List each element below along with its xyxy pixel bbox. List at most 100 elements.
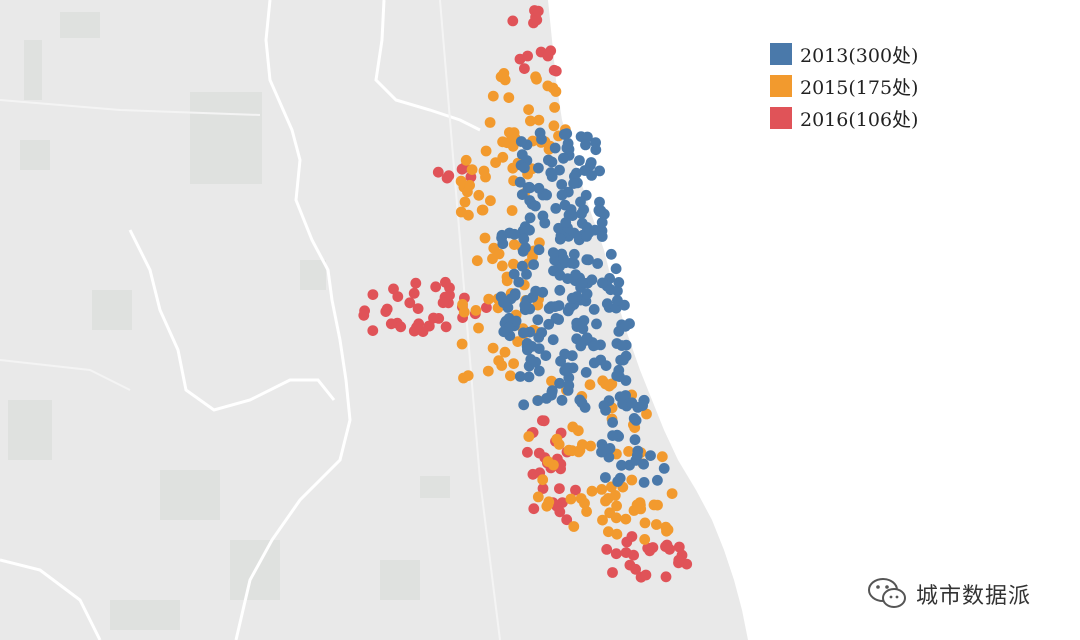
point-2016 bbox=[437, 297, 449, 309]
point-2016 bbox=[367, 325, 379, 336]
point-2015 bbox=[508, 258, 519, 270]
point-2013 bbox=[517, 245, 529, 257]
point-2013 bbox=[596, 446, 607, 458]
point-2013 bbox=[509, 228, 520, 240]
point-2013 bbox=[592, 258, 603, 269]
point-2013 bbox=[652, 474, 663, 486]
point-2013 bbox=[568, 248, 580, 260]
point-2013 bbox=[637, 400, 648, 411]
point-2015 bbox=[456, 338, 468, 350]
point-2013 bbox=[645, 450, 656, 461]
point-2013 bbox=[575, 196, 586, 208]
point-2013 bbox=[601, 298, 613, 310]
point-2013 bbox=[555, 355, 566, 367]
point-2016 bbox=[441, 172, 453, 184]
point-2015 bbox=[508, 358, 519, 369]
point-2015 bbox=[503, 92, 515, 103]
legend-swatch-2016 bbox=[770, 107, 792, 129]
point-2013 bbox=[524, 212, 536, 224]
point-2013 bbox=[550, 203, 562, 214]
point-2013 bbox=[533, 162, 544, 174]
point-2013 bbox=[519, 299, 531, 311]
point-2013 bbox=[537, 286, 549, 298]
point-2016 bbox=[570, 484, 581, 496]
point-2013 bbox=[566, 292, 578, 304]
point-2015 bbox=[574, 444, 586, 456]
point-2013 bbox=[530, 356, 542, 368]
point-2016 bbox=[542, 50, 554, 62]
point-2015 bbox=[496, 360, 508, 371]
point-2013 bbox=[536, 327, 548, 338]
point-2016 bbox=[528, 503, 540, 515]
point-2013 bbox=[523, 181, 535, 193]
point-2015 bbox=[501, 137, 513, 149]
legend-swatch-2013 bbox=[770, 43, 792, 65]
point-2015 bbox=[504, 127, 515, 138]
point-2015 bbox=[471, 255, 483, 267]
point-2015 bbox=[498, 68, 510, 79]
point-2016 bbox=[538, 415, 550, 427]
point-2013 bbox=[553, 300, 565, 311]
point-2015 bbox=[603, 526, 614, 538]
point-2015 bbox=[548, 459, 559, 471]
point-2015 bbox=[506, 205, 518, 216]
point-2015 bbox=[512, 336, 524, 347]
point-2015 bbox=[479, 232, 491, 244]
point-2013 bbox=[547, 334, 559, 346]
point-2013 bbox=[523, 371, 535, 383]
point-2015 bbox=[635, 503, 647, 515]
point-2015 bbox=[462, 370, 474, 381]
point-2016 bbox=[507, 15, 519, 27]
point-2013 bbox=[600, 360, 612, 371]
legend-item-2015: 2015(175处) bbox=[770, 70, 960, 102]
point-2013 bbox=[518, 233, 530, 245]
point-2016 bbox=[456, 163, 468, 175]
point-2016 bbox=[440, 276, 451, 288]
point-2013 bbox=[547, 247, 559, 258]
point-2015 bbox=[459, 196, 471, 208]
point-2015 bbox=[482, 365, 494, 377]
wechat-icon bbox=[868, 578, 906, 608]
point-2013 bbox=[509, 290, 521, 301]
point-2016 bbox=[413, 318, 425, 330]
point-2016 bbox=[440, 321, 452, 333]
point-2016 bbox=[522, 50, 533, 62]
point-2015 bbox=[660, 521, 672, 533]
point-2013 bbox=[607, 417, 618, 428]
point-2016 bbox=[630, 563, 641, 575]
point-2015 bbox=[609, 490, 621, 501]
point-2013 bbox=[604, 443, 616, 454]
point-2013 bbox=[594, 196, 605, 208]
point-2015 bbox=[652, 499, 663, 511]
point-2013 bbox=[574, 155, 585, 166]
point-2015 bbox=[620, 513, 632, 525]
point-2013 bbox=[562, 138, 574, 149]
point-2015 bbox=[473, 189, 485, 201]
point-2015 bbox=[567, 421, 579, 433]
point-2013 bbox=[577, 323, 589, 335]
point-2013 bbox=[554, 377, 565, 389]
point-2013 bbox=[617, 398, 628, 410]
point-2016 bbox=[358, 309, 370, 321]
point-2013 bbox=[533, 244, 545, 256]
point-2013 bbox=[496, 229, 508, 241]
point-2013 bbox=[558, 152, 569, 164]
point-2016 bbox=[626, 531, 638, 542]
point-2015 bbox=[487, 90, 499, 102]
point-2016 bbox=[537, 483, 549, 494]
point-2013 bbox=[558, 253, 569, 265]
point-2013 bbox=[614, 472, 626, 484]
point-2015 bbox=[496, 260, 508, 272]
point-2013 bbox=[522, 344, 533, 356]
point-2015 bbox=[568, 521, 580, 532]
point-2015 bbox=[460, 154, 472, 166]
point-2015 bbox=[639, 534, 651, 545]
point-2015 bbox=[584, 379, 596, 391]
point-2013 bbox=[638, 477, 650, 488]
point-2013 bbox=[562, 305, 574, 317]
point-2013 bbox=[612, 295, 623, 306]
point-2015 bbox=[600, 495, 611, 507]
legend-label-2015: 2015(175处) bbox=[800, 76, 919, 99]
point-2015 bbox=[525, 115, 536, 127]
